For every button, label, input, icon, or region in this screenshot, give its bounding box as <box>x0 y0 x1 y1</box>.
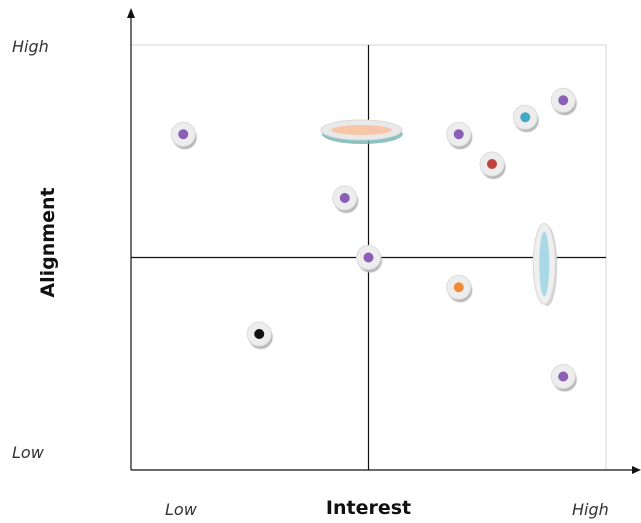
data-point-9 <box>246 321 273 349</box>
y-tick-label-high: High <box>12 37 49 56</box>
y-axis-title: Alignment <box>37 187 59 297</box>
x-axis-arrow-icon <box>632 466 641 474</box>
range-marks <box>320 119 558 307</box>
data-point-1 <box>170 121 197 150</box>
point-dot <box>453 282 464 293</box>
data-point-5 <box>512 104 539 133</box>
point-dot <box>254 329 265 339</box>
data-point-2 <box>332 185 359 213</box>
data-point-7 <box>479 151 506 179</box>
x-tick-label-high: High <box>572 500 609 519</box>
x-tick-label-low: Low <box>165 500 198 519</box>
range-mark-2 <box>532 223 558 307</box>
point-dot <box>453 129 464 140</box>
x-axis-title: Interest <box>326 497 411 519</box>
point-dot <box>178 129 189 140</box>
data-point-10 <box>550 364 577 392</box>
y-tick-label-low: Low <box>12 443 45 462</box>
y-axis-arrow-icon <box>127 8 135 18</box>
range-band <box>331 125 392 135</box>
point-dot <box>363 252 374 263</box>
point-dot <box>520 112 531 123</box>
data-point-6 <box>550 87 577 116</box>
point-dot <box>558 371 569 382</box>
point-dot <box>487 159 497 169</box>
point-marks <box>170 87 577 392</box>
data-point-3 <box>356 245 382 273</box>
point-dot <box>558 95 569 106</box>
range-band <box>539 231 550 297</box>
range-mark-1 <box>320 119 403 144</box>
point-dot <box>339 193 350 203</box>
data-point-8 <box>446 274 473 303</box>
data-point-4 <box>446 121 473 150</box>
